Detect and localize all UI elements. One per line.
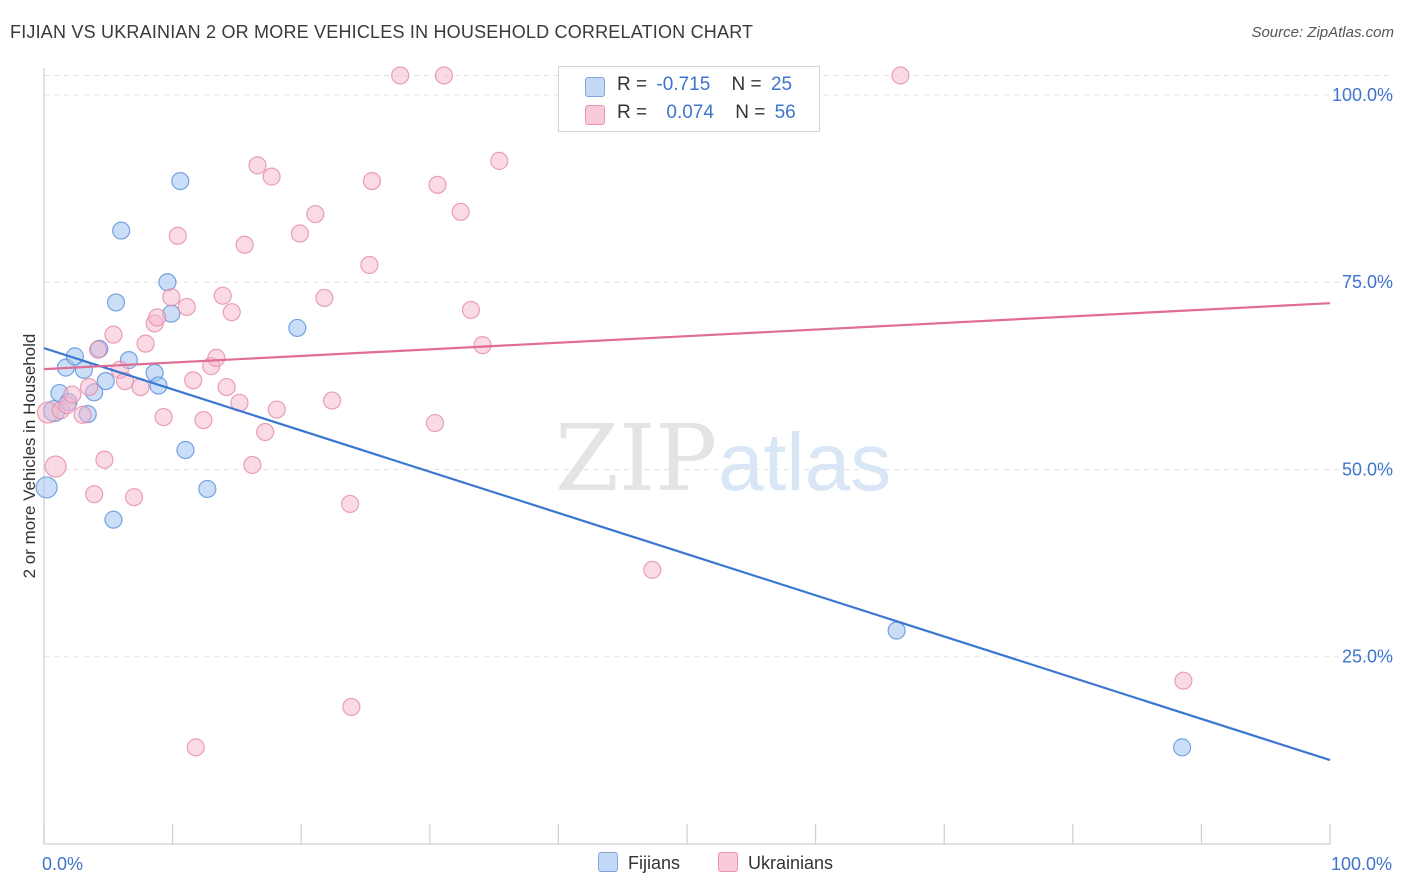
- data-point-ukrainians: [451, 202, 470, 221]
- trend-line-ukrainians: [43, 302, 1331, 371]
- data-point-ukrainians: [186, 738, 205, 757]
- data-point-ukrainians: [213, 286, 232, 305]
- data-point-ukrainians: [115, 371, 135, 391]
- data-point-fijians: [176, 440, 195, 460]
- data-point-ukrainians: [85, 485, 104, 504]
- data-point-ukrainians: [342, 697, 361, 717]
- r-label: R =: [617, 102, 648, 123]
- data-point-ukrainians: [136, 334, 155, 353]
- data-point-fijians: [198, 479, 217, 499]
- r-label: R =: [617, 74, 648, 95]
- data-point-ukrainians: [44, 455, 67, 478]
- r-value: 0.074: [666, 102, 714, 123]
- data-point-ukrainians: [1174, 671, 1193, 690]
- data-point-ukrainians: [207, 348, 226, 367]
- data-point-fijians: [96, 371, 115, 391]
- legend-swatch-ukrainians: [585, 105, 605, 125]
- legend-item-ukrainians: Ukrainians: [718, 852, 833, 874]
- data-point-ukrainians: [79, 377, 99, 397]
- y-tick-label: 25.0%: [1342, 647, 1393, 667]
- data-point-fijians: [35, 476, 58, 499]
- data-point-fijians: [158, 273, 177, 292]
- n-value: 25: [770, 74, 793, 95]
- legend-swatch-ukrainians: [718, 852, 738, 872]
- data-point-ukrainians: [490, 151, 509, 170]
- data-point-ukrainians: [391, 66, 410, 85]
- data-point-ukrainians: [63, 385, 82, 404]
- data-point-ukrainians: [177, 297, 196, 317]
- data-point-ukrainians: [235, 235, 254, 254]
- data-point-ukrainians: [184, 371, 203, 390]
- data-point-fijians: [1173, 738, 1192, 757]
- data-point-ukrainians: [168, 226, 187, 245]
- data-point-ukrainians: [267, 400, 286, 419]
- watermark-atlas: atlas: [718, 417, 891, 508]
- stats-text: R = -0.715 N = 25: [617, 74, 792, 96]
- trend-line-fijians: [43, 347, 1331, 762]
- data-point-ukrainians: [217, 377, 236, 397]
- data-point-ukrainians: [154, 407, 173, 427]
- data-point-fijians: [171, 172, 190, 191]
- data-point-ukrainians: [434, 66, 454, 85]
- data-point-ukrainians: [124, 488, 144, 507]
- data-point-ukrainians: [473, 336, 492, 355]
- y-tick-label: 75.0%: [1342, 272, 1393, 292]
- chart-title: FIJIAN VS UKRAINIAN 2 OR MORE VEHICLES I…: [10, 22, 754, 42]
- data-point-fijians: [106, 293, 126, 312]
- data-point-ukrainians: [73, 405, 92, 424]
- legend-item-fijians: Fijians: [598, 852, 680, 874]
- r-value: -0.715: [656, 74, 711, 95]
- data-point-ukrainians: [306, 204, 325, 224]
- legend-swatch-fijians: [598, 852, 618, 872]
- data-point-ukrainians: [256, 422, 275, 442]
- grid-layer: [44, 74, 1390, 658]
- data-point-ukrainians: [194, 410, 213, 430]
- data-point-ukrainians: [248, 156, 267, 175]
- n-value: 56: [774, 102, 796, 123]
- source-label: Source: ZipAtlas.com: [1251, 24, 1394, 41]
- data-point-ukrainians: [360, 255, 379, 275]
- data-point-ukrainians: [322, 391, 342, 410]
- stats-legend: R = -0.715 N = 25 R = 0.074 N = 56: [558, 66, 820, 132]
- y-tick-label: 100.0%: [1332, 85, 1393, 105]
- data-point-ukrainians: [428, 175, 447, 194]
- axis-layer: [43, 68, 1331, 845]
- n-label: N =: [731, 74, 762, 95]
- data-point-ukrainians: [290, 224, 310, 243]
- n-label: N =: [735, 102, 766, 123]
- x-tick-label: 0.0%: [42, 854, 83, 874]
- trend-layer: [43, 302, 1331, 762]
- data-point-fijians: [288, 318, 307, 338]
- data-point-ukrainians: [643, 560, 662, 579]
- legend-label-fijians: Fijians: [628, 853, 681, 873]
- watermark: ZIP atlas: [555, 405, 891, 512]
- data-point-ukrainians: [104, 325, 123, 344]
- data-point-ukrainians: [461, 300, 481, 320]
- data-point-ukrainians: [362, 172, 382, 191]
- watermark-zip: ZIP: [555, 405, 717, 512]
- data-point-ukrainians: [315, 288, 334, 308]
- legend-label-ukrainians: Ukrainians: [748, 853, 834, 873]
- data-point-ukrainians: [262, 167, 281, 186]
- data-point-fijians: [112, 221, 131, 240]
- stats-text: R = 0.074 N = 56: [617, 102, 796, 124]
- data-point-ukrainians: [162, 288, 181, 307]
- data-point-ukrainians: [95, 450, 114, 469]
- data-point-ukrainians: [425, 413, 445, 433]
- data-point-fijians: [887, 621, 906, 640]
- points-layer: [35, 66, 1193, 757]
- tick-labels: 25.0% 50.0% 75.0% 100.0% 0.0% 100.0%: [42, 85, 1393, 874]
- data-point-ukrainians: [88, 340, 108, 359]
- data-point-ukrainians: [340, 494, 360, 514]
- data-point-ukrainians: [891, 66, 910, 85]
- x-tick-label: 100.0%: [1331, 854, 1392, 874]
- data-point-ukrainians: [243, 455, 262, 475]
- data-point-ukrainians: [148, 308, 167, 327]
- y-tick-label: 50.0%: [1342, 459, 1393, 479]
- data-point-ukrainians: [222, 303, 241, 322]
- legend-swatch-fijians: [585, 77, 605, 97]
- data-point-fijians: [104, 510, 123, 529]
